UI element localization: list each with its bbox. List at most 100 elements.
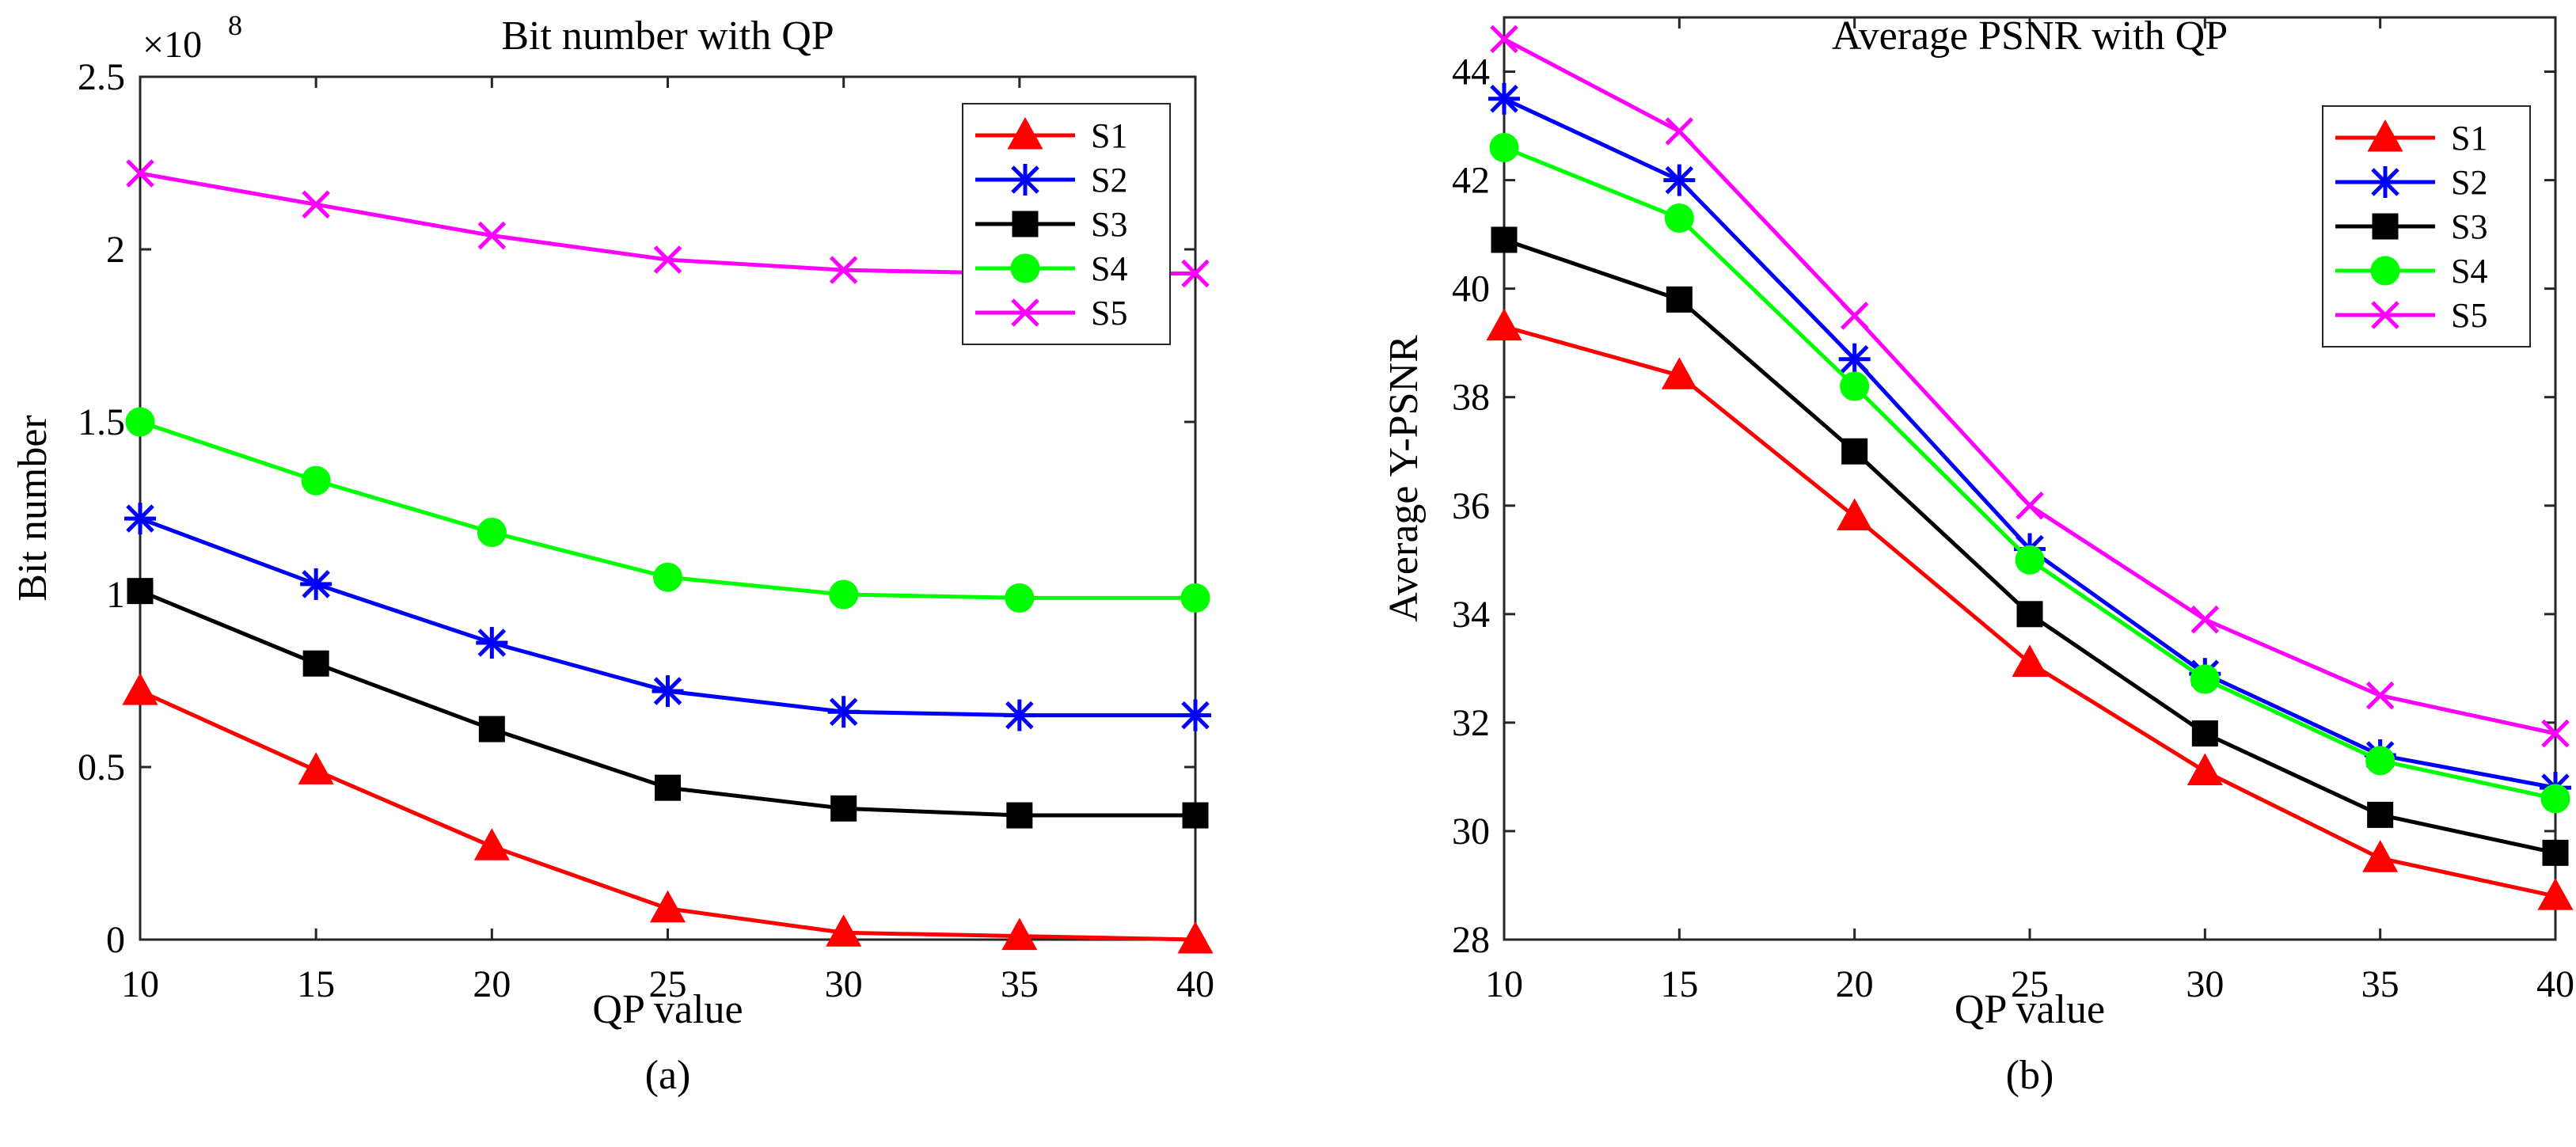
data-point: [2367, 801, 2394, 828]
series-S2: [124, 503, 1211, 731]
legend-item-S5: S5: [2335, 296, 2487, 335]
y-tick-label: 38: [1452, 377, 1490, 419]
legend-marker: [2372, 213, 2399, 240]
legend-marker: [1010, 253, 1040, 283]
data-point-stroke-2: [1665, 117, 1694, 146]
data-point: [1486, 308, 1522, 341]
legend-marker: [2371, 301, 2399, 329]
data-point: [1177, 921, 1214, 954]
data-point: [1666, 286, 1693, 313]
y-tick-label: 28: [1452, 919, 1490, 961]
data-point: [2362, 840, 2399, 872]
legend-marker: [2369, 166, 2401, 198]
legend-marker: [1009, 164, 1041, 196]
data-point-stroke-2: [2190, 605, 2220, 634]
data-point: [1006, 802, 1033, 829]
data-point: [652, 675, 684, 708]
data-point: [829, 256, 858, 284]
y-tick-label: 42: [1452, 160, 1490, 202]
data-point-stroke-4: [829, 697, 858, 727]
y-tick-label: 36: [1452, 485, 1490, 527]
data-point: [2015, 545, 2045, 575]
data-point: [300, 568, 332, 600]
series-S5: [1490, 25, 2570, 748]
panel-caption: (a): [645, 1053, 691, 1098]
legend-label: S5: [1091, 294, 1127, 332]
y-tick-label: 34: [1452, 594, 1490, 636]
data-point: [1182, 802, 1209, 829]
legend-item-S1: S1: [2335, 119, 2487, 158]
legend-label: S2: [2451, 163, 2487, 202]
data-point-stroke-2: [829, 256, 858, 284]
data-point: [1488, 82, 1520, 115]
legend-marker-stroke-2: [2371, 301, 2399, 329]
data-point: [2537, 878, 2574, 910]
series-S4: [1489, 132, 2570, 814]
y-tick-label: 0: [106, 919, 125, 961]
x-tick-label: 10: [1485, 963, 1523, 1005]
data-point: [477, 221, 507, 250]
y-axis-label: Average Y-PSNR: [1381, 335, 1427, 622]
data-point: [2187, 753, 2223, 786]
legend-item-S2: S2: [975, 161, 1127, 199]
x-tick-label: 15: [1660, 963, 1698, 1005]
data-point-stroke-2: [1181, 259, 1210, 288]
legend-label: S4: [1091, 249, 1127, 288]
data-point: [1001, 917, 1038, 951]
x-axis-label: QP value: [592, 987, 743, 1032]
data-point: [1838, 343, 1871, 375]
data-point: [653, 245, 682, 274]
data-point-stroke-2: [302, 190, 330, 219]
y-tick-label: 32: [1452, 702, 1490, 744]
y-exponent-base: ×10: [142, 24, 202, 66]
data-point-stroke-2: [2365, 681, 2395, 710]
y-tick-label: 0.5: [78, 746, 125, 788]
data-point-stroke-4: [477, 629, 507, 657]
series-S3: [127, 578, 1209, 829]
data-point: [1663, 164, 1696, 196]
data-point: [649, 890, 686, 923]
data-point-stroke-2: [653, 245, 682, 274]
data-point: [1664, 203, 1694, 234]
legend-label: S1: [2451, 119, 2487, 158]
data-point-stroke-2: [477, 221, 507, 250]
data-point: [124, 503, 156, 535]
data-point: [2016, 491, 2044, 520]
x-tick-label: 30: [825, 963, 863, 1005]
data-point-stroke-2: [2016, 491, 2044, 520]
series-S1: [122, 672, 1214, 954]
chart-title: Bit number with QP: [501, 13, 834, 59]
data-point: [2012, 644, 2048, 677]
x-tick-label: 40: [2536, 963, 2574, 1005]
data-point: [1837, 498, 1873, 530]
legend-label: S2: [1091, 161, 1127, 199]
legend-label: S3: [1091, 205, 1127, 244]
data-point: [1490, 25, 1518, 54]
data-point: [655, 774, 681, 801]
data-point: [2542, 839, 2569, 866]
data-point: [2190, 605, 2220, 634]
legend-marker: [1011, 298, 1039, 327]
y-tick-label: 44: [1452, 51, 1490, 93]
y-tick-label: 1.5: [78, 401, 125, 443]
y-exponent-power: 8: [228, 9, 242, 41]
legend-label: S5: [2451, 296, 2487, 335]
legend-item-S3: S3: [975, 205, 1127, 244]
data-point: [127, 578, 154, 605]
legend-marker: [1007, 116, 1043, 150]
data-point-stroke-4: [653, 677, 682, 705]
data-point: [1840, 371, 1870, 401]
data-point: [2365, 681, 2395, 710]
data-point: [829, 579, 859, 610]
data-point-stroke-2: [1840, 302, 1869, 330]
x-tick-label: 35: [2361, 963, 2399, 1005]
x-axis-label: QP value: [1955, 987, 2105, 1032]
legend-marker: [2370, 256, 2400, 286]
data-point: [1003, 699, 1035, 731]
x-tick-label: 20: [473, 963, 511, 1005]
x-tick-label: 20: [1836, 963, 1874, 1005]
x-tick-label: 10: [121, 963, 159, 1005]
data-point: [1840, 302, 1869, 330]
data-point: [2365, 746, 2396, 776]
data-point: [827, 696, 860, 728]
